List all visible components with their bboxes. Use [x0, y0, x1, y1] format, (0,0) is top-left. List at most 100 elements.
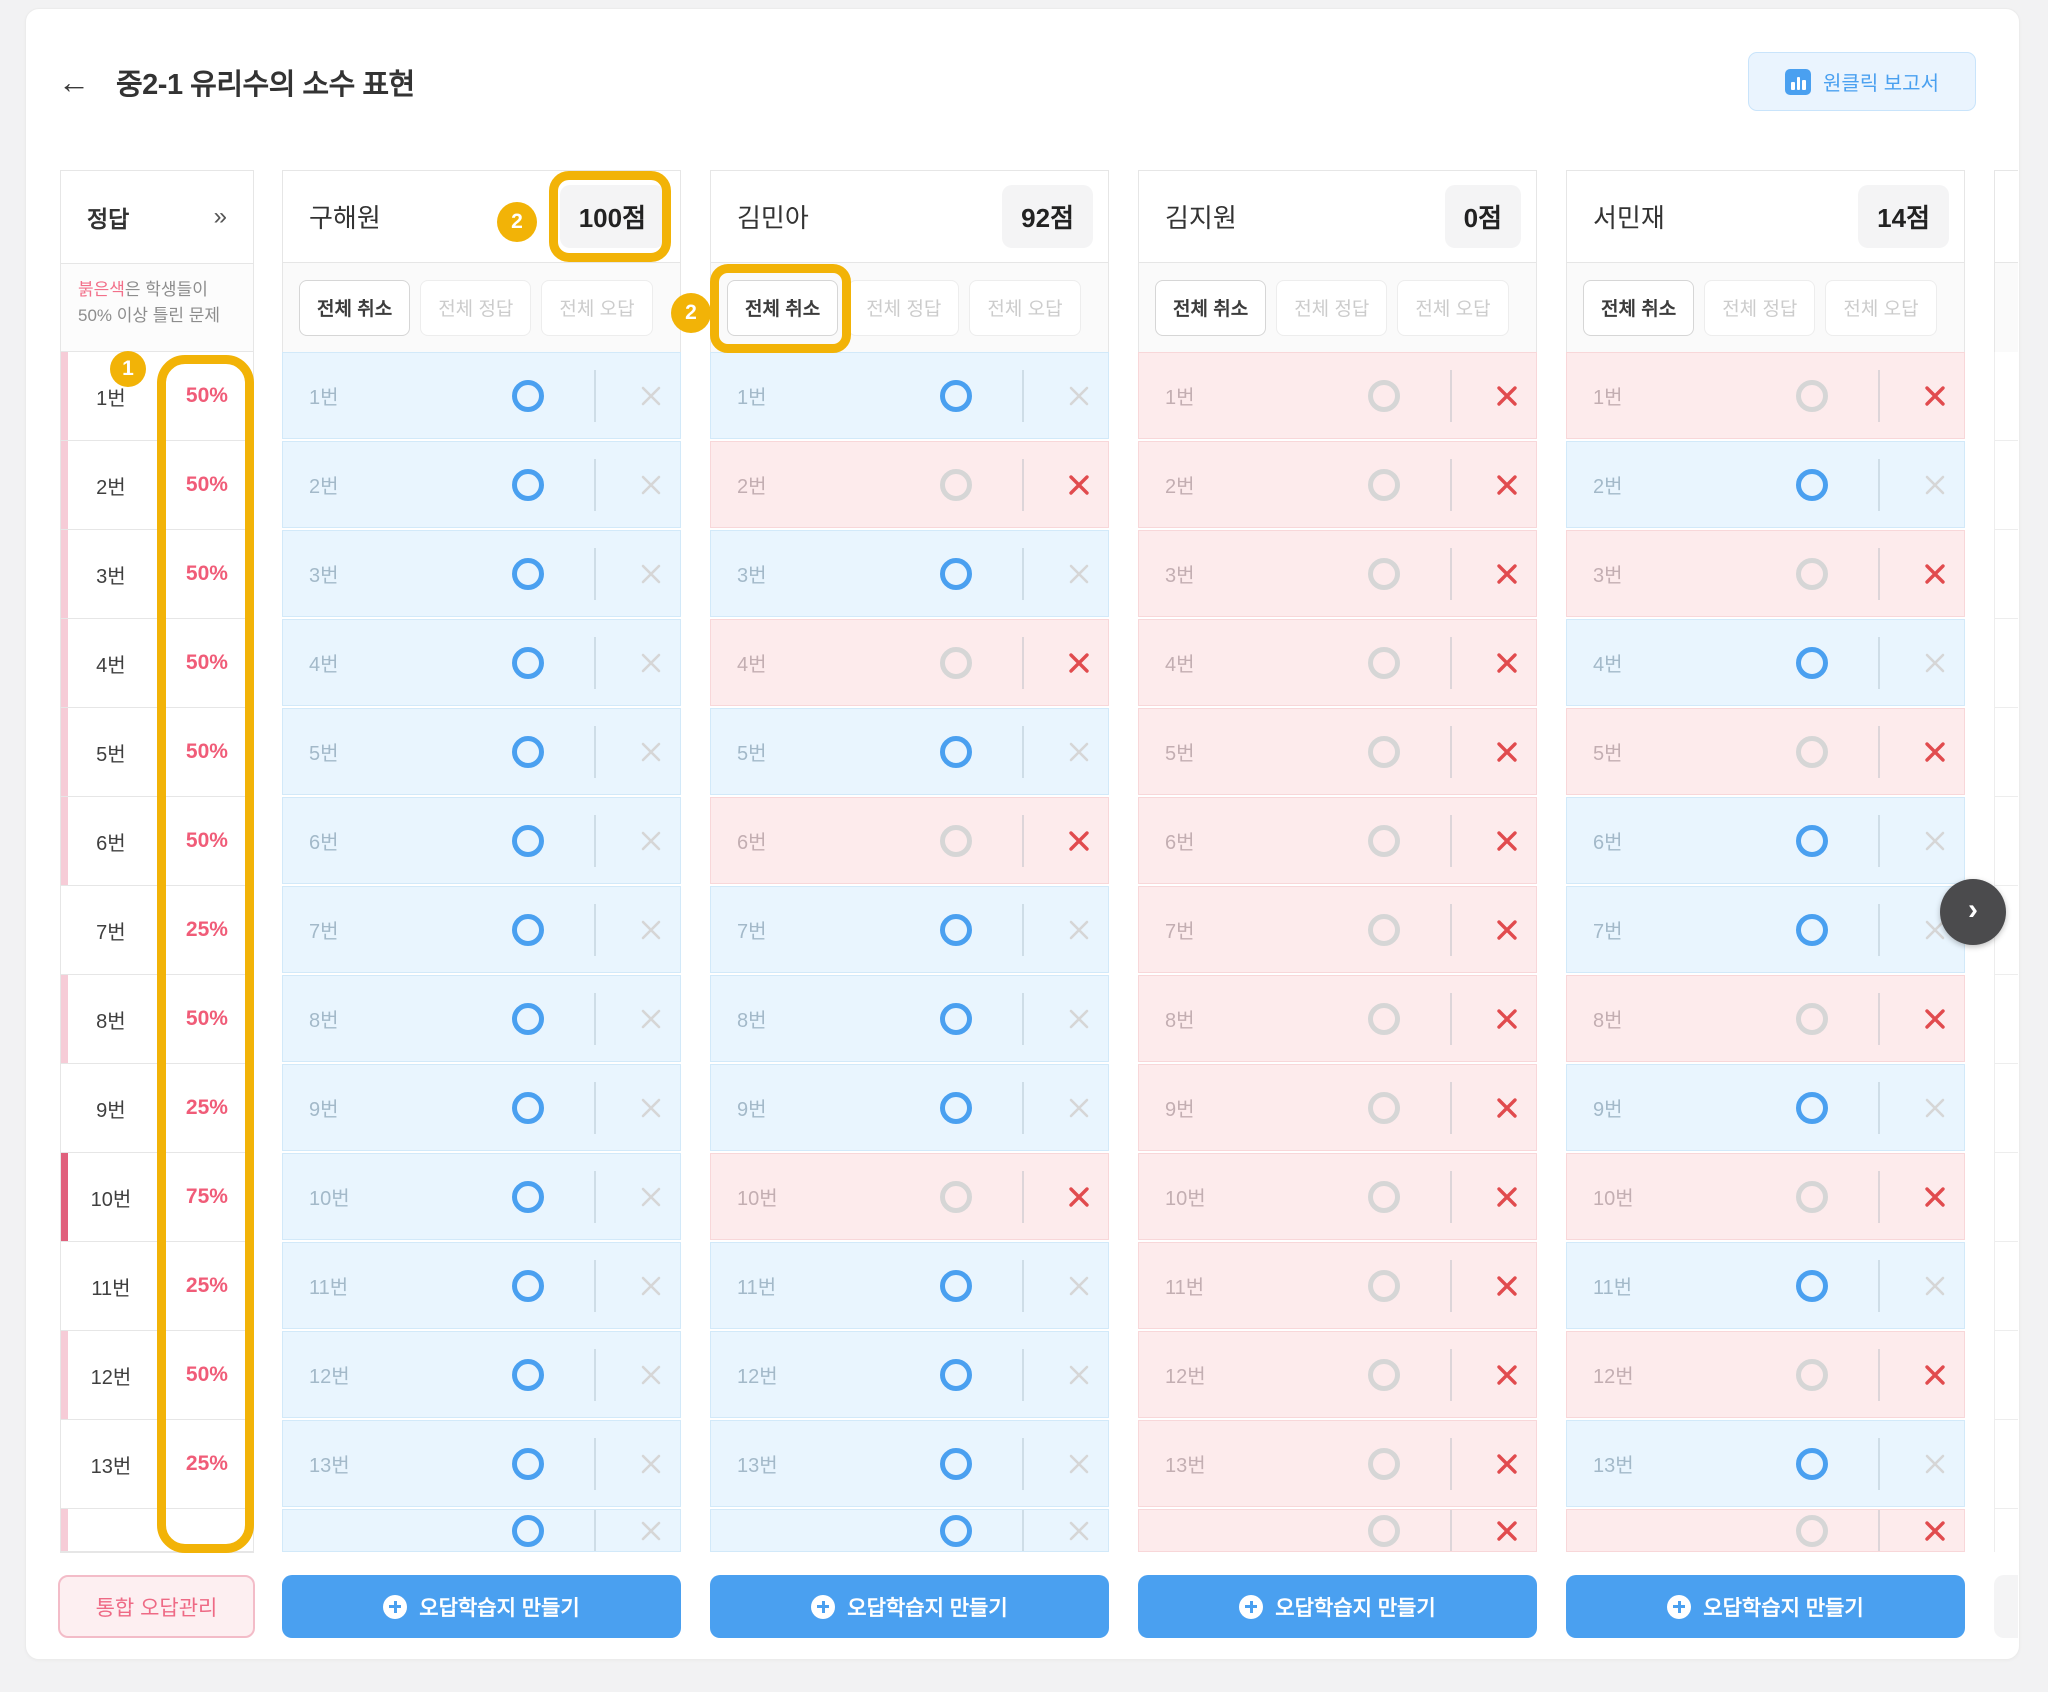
correct-o-mark[interactable] — [1368, 913, 1400, 946]
correct-o-mark[interactable] — [512, 1447, 544, 1480]
correct-o-mark[interactable] — [940, 1447, 972, 1480]
correct-o-mark[interactable] — [1796, 735, 1828, 768]
wrong-x-mark[interactable] — [1063, 647, 1095, 679]
correct-o-mark[interactable] — [512, 913, 544, 946]
wrong-x-mark[interactable] — [1063, 825, 1095, 857]
correct-o-mark[interactable] — [512, 557, 544, 590]
next-page-button[interactable]: › — [1940, 879, 2006, 945]
one-click-report-button[interactable]: 원클릭 보고서 — [1748, 52, 1976, 111]
correct-o-mark[interactable] — [1796, 1358, 1828, 1391]
wrong-x-mark[interactable] — [1063, 469, 1095, 501]
correct-o-mark[interactable] — [1796, 1180, 1828, 1213]
correct-o-mark[interactable] — [512, 468, 544, 501]
correct-o-mark[interactable] — [1368, 1002, 1400, 1035]
wrong-x-mark[interactable] — [635, 1003, 667, 1035]
correct-o-mark[interactable] — [940, 1091, 972, 1124]
wrong-x-mark[interactable] — [635, 380, 667, 412]
wrong-x-mark[interactable] — [635, 1181, 667, 1213]
correct-o-mark[interactable] — [940, 735, 972, 768]
cancel-all-button[interactable]: 전체 취소 — [727, 279, 839, 336]
correct-o-mark[interactable] — [1368, 468, 1400, 501]
correct-o-mark[interactable] — [1368, 1269, 1400, 1302]
correct-o-mark[interactable] — [940, 468, 972, 501]
wrong-x-mark[interactable] — [635, 1448, 667, 1480]
wrong-x-mark[interactable] — [1919, 1270, 1951, 1302]
wrong-x-mark[interactable] — [1491, 647, 1523, 679]
correct-o-mark[interactable] — [1368, 1180, 1400, 1213]
correct-o-mark[interactable] — [1796, 1447, 1828, 1480]
wrong-x-mark[interactable] — [635, 558, 667, 590]
wrong-x-mark[interactable] — [635, 469, 667, 501]
all-wrong-button[interactable]: 전체 오답 — [969, 279, 1081, 336]
wrong-x-mark[interactable] — [635, 1092, 667, 1124]
correct-o-mark[interactable] — [1368, 735, 1400, 768]
wrong-x-mark[interactable] — [1491, 736, 1523, 768]
make-worksheet-button[interactable]: 오답학습지 만들기 — [1566, 1575, 1965, 1638]
wrong-x-mark[interactable] — [1063, 380, 1095, 412]
correct-o-mark[interactable] — [940, 1180, 972, 1213]
all-wrong-button[interactable]: 전체 오답 — [1397, 279, 1509, 336]
wrong-x-mark[interactable] — [1063, 1003, 1095, 1035]
wrong-x-mark[interactable] — [1063, 1092, 1095, 1124]
wrong-x-mark[interactable] — [1491, 914, 1523, 946]
correct-o-mark[interactable] — [940, 557, 972, 590]
correct-o-mark[interactable] — [1368, 646, 1400, 679]
correct-o-mark[interactable] — [940, 379, 972, 412]
correct-o-mark[interactable] — [512, 1180, 544, 1213]
wrong-x-mark[interactable] — [1491, 1359, 1523, 1391]
wrong-x-mark[interactable] — [1919, 1092, 1951, 1124]
correct-o-mark[interactable] — [512, 1358, 544, 1391]
cancel-all-button[interactable]: 전체 취소 — [1155, 279, 1267, 336]
correct-o-mark[interactable] — [1368, 1447, 1400, 1480]
correct-o-mark[interactable] — [512, 735, 544, 768]
correct-o-mark[interactable] — [1368, 1358, 1400, 1391]
correct-o-mark[interactable] — [512, 379, 544, 412]
all-wrong-button[interactable]: 전체 오답 — [541, 279, 653, 336]
correct-o-mark[interactable] — [940, 1002, 972, 1035]
correct-o-mark[interactable] — [1796, 1002, 1828, 1035]
correct-o-mark[interactable] — [1796, 468, 1828, 501]
correct-o-mark[interactable] — [1368, 557, 1400, 590]
make-worksheet-button[interactable]: 오답학습지 만들기 — [710, 1575, 1109, 1638]
make-worksheet-button[interactable]: 오답학습지 만들기 — [282, 1575, 681, 1638]
correct-o-mark[interactable] — [940, 1358, 972, 1391]
all-correct-button[interactable]: 전체 정답 — [848, 279, 960, 336]
back-arrow-icon[interactable]: ← — [58, 64, 90, 100]
wrong-x-mark[interactable] — [1919, 1448, 1951, 1480]
wrong-x-mark[interactable] — [1063, 914, 1095, 946]
correct-o-mark[interactable] — [512, 646, 544, 679]
correct-o-mark[interactable] — [940, 646, 972, 679]
wrong-x-mark[interactable] — [1491, 1092, 1523, 1124]
wrong-x-mark[interactable] — [1919, 1003, 1951, 1035]
wrong-x-mark[interactable] — [1919, 1181, 1951, 1213]
wrong-x-mark[interactable] — [1491, 1181, 1523, 1213]
wrong-x-mark[interactable] — [1063, 736, 1095, 768]
wrong-x-mark[interactable] — [1919, 558, 1951, 590]
wrong-x-mark[interactable] — [1063, 1448, 1095, 1480]
wrong-x-mark[interactable] — [1063, 1181, 1095, 1213]
correct-o-mark[interactable] — [940, 913, 972, 946]
wrong-x-mark[interactable] — [1491, 469, 1523, 501]
correct-o-mark[interactable] — [512, 1002, 544, 1035]
wrong-x-mark[interactable] — [1491, 1515, 1523, 1547]
correct-o-mark[interactable] — [1796, 1091, 1828, 1124]
wrong-x-mark[interactable] — [1063, 1515, 1095, 1547]
wrong-x-mark[interactable] — [1491, 1270, 1523, 1302]
make-worksheet-button[interactable]: 오답학습지 만들기 — [1138, 1575, 1537, 1638]
correct-o-mark[interactable] — [940, 824, 972, 857]
wrong-x-mark[interactable] — [1919, 469, 1951, 501]
wrong-x-mark[interactable] — [1491, 1003, 1523, 1035]
correct-o-mark[interactable] — [512, 824, 544, 857]
correct-o-mark[interactable] — [1796, 913, 1828, 946]
wrong-x-mark[interactable] — [1063, 1270, 1095, 1302]
correct-o-mark[interactable] — [1796, 1269, 1828, 1302]
wrong-x-mark[interactable] — [635, 825, 667, 857]
all-correct-button[interactable]: 전체 정답 — [420, 279, 532, 336]
correct-o-mark[interactable] — [1796, 379, 1828, 412]
correct-o-mark[interactable] — [1368, 824, 1400, 857]
expand-panel-icon[interactable]: » — [213, 203, 227, 230]
wrong-x-mark[interactable] — [635, 647, 667, 679]
wrong-x-mark[interactable] — [1919, 914, 1951, 946]
wrong-x-mark[interactable] — [635, 1515, 667, 1547]
correct-o-mark[interactable] — [1796, 646, 1828, 679]
